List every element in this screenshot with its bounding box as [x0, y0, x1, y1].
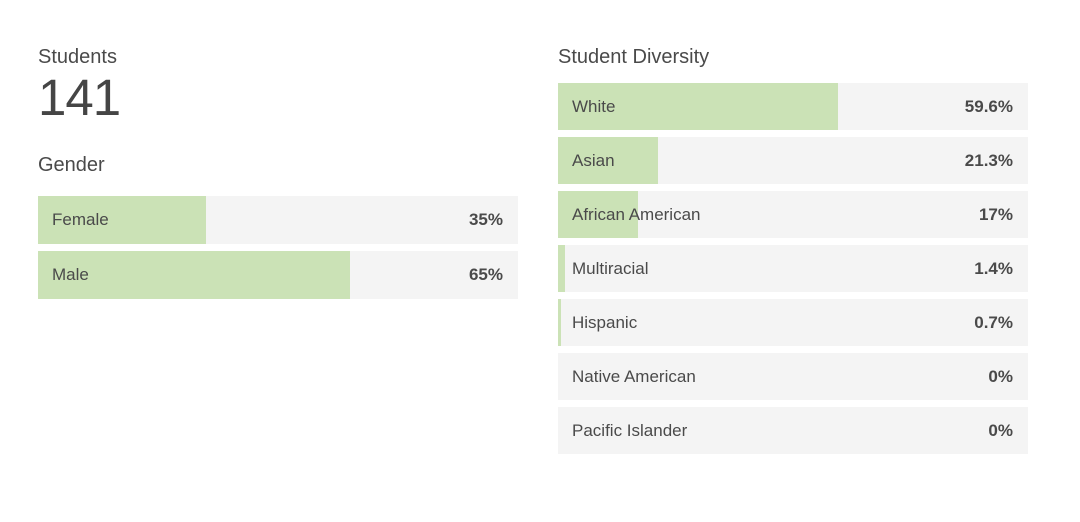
bar-fill	[558, 245, 565, 292]
bar-label: Female	[52, 210, 109, 229]
bar-label: Hispanic	[572, 312, 638, 332]
bar-fill	[38, 196, 206, 244]
bar-row: Female 35%	[38, 196, 518, 244]
bar-value: 0%	[988, 420, 1013, 440]
bar-row: Multiracial 1.4%	[558, 245, 1028, 292]
bar-row: Hispanic 0.7%	[558, 299, 1028, 346]
students-section: Students 141 Gender Female 35% Male 65%	[38, 44, 518, 454]
bar-label: African American	[572, 204, 701, 224]
bar-label: White	[572, 96, 616, 116]
students-count: 141	[38, 69, 121, 126]
bar-value: 65%	[468, 265, 503, 284]
bar-row: Native American 0%	[558, 353, 1028, 400]
bar-row: Pacific Islander 0%	[558, 407, 1028, 454]
bar-value: 0.7%	[974, 312, 1013, 332]
bar-row: Asian 21.3%	[558, 137, 1028, 184]
bar-value: 21.3%	[964, 150, 1013, 170]
bar-value: 59.6%	[964, 96, 1013, 116]
bar-label: Pacific Islander	[572, 420, 688, 440]
bar-value: 0%	[988, 366, 1013, 386]
bar-row: Male 65%	[38, 251, 518, 299]
bar-value: 35%	[468, 210, 503, 229]
bar-fill	[558, 83, 839, 130]
bar-fill	[558, 299, 562, 346]
bar-label: Male	[52, 265, 89, 284]
diversity-chart-title: Student Diversity	[558, 46, 710, 68]
bar-fill	[558, 191, 638, 238]
diversity-chart: White 59.6% Asian 21.3% African American…	[558, 83, 1028, 454]
bar-value: 1.4%	[974, 258, 1013, 278]
bar-fill	[558, 137, 659, 184]
bar-row: White 59.6%	[558, 83, 1028, 130]
bar-label: Native American	[572, 366, 696, 386]
gender-chart: Female 35% Male 65%	[38, 196, 518, 299]
bar-label: Multiracial	[572, 258, 649, 278]
students-label: Students	[38, 46, 117, 68]
diversity-section: Student Diversity White 59.6% Asian 21.3…	[558, 44, 1028, 454]
bar-row: African American 17%	[558, 191, 1028, 238]
student-stats-page: Students 141 Gender Female 35% Male 65% …	[38, 44, 1028, 454]
bar-label: Asian	[572, 150, 615, 170]
bar-value: 17%	[978, 204, 1013, 224]
gender-chart-title: Gender	[38, 154, 105, 176]
bar-fill	[38, 251, 350, 299]
